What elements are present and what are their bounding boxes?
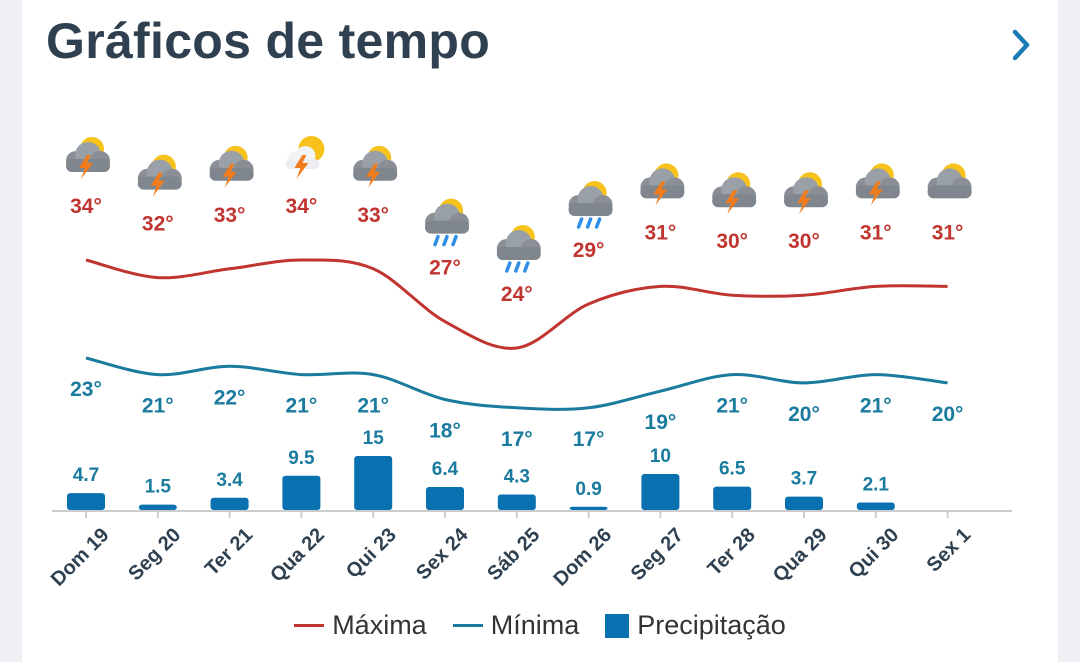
thunderstorm-sun-icon: [66, 137, 110, 179]
x-tick-label: Qua 29: [769, 524, 832, 587]
max-temp-label: 30°: [788, 230, 820, 253]
max-temp-line: [85, 258, 948, 350]
min-temp-label: 21°: [860, 395, 892, 418]
thunderstorm-sun-icon: [137, 154, 182, 197]
precip-label: 6.5: [719, 459, 746, 480]
legend-label-precip: Precipitação: [637, 610, 786, 640]
weather-chart-card: Gráficos de tempo 34° 23° 4.7 Dom 19 32° 21° 1…: [22, 0, 1058, 662]
x-tick-label: Qua 22: [266, 524, 329, 587]
rain-sun-icon: [425, 198, 469, 247]
legend-swatch-max: [294, 624, 325, 627]
partly-cloudy-thunder-icon: [285, 136, 325, 179]
x-tick-label: Ter 28: [704, 524, 760, 580]
precip-label: 15: [363, 428, 385, 449]
max-temp-label: 32°: [142, 213, 174, 236]
max-temp-label: 33°: [357, 204, 389, 227]
min-temp-label: 21°: [716, 395, 748, 418]
x-tick-label: Sáb 25: [483, 524, 544, 585]
min-temp-label: 23°: [70, 378, 102, 401]
max-temp-label: 34°: [286, 195, 318, 218]
x-tick-label: Seg 27: [627, 524, 688, 585]
min-temp-label: 21°: [286, 395, 318, 418]
thunderstorm-sun-icon: [855, 163, 900, 206]
page-title: Gráficos de tempo: [46, 13, 491, 69]
x-tick-label: Sex 24: [412, 523, 473, 584]
x-tick-label: Qui 23: [342, 524, 401, 583]
min-temp-label: 22°: [214, 386, 246, 409]
precip-bar: [856, 502, 895, 510]
rain-sun-icon: [496, 225, 541, 273]
legend-item-precip: Precipitação: [605, 610, 786, 641]
min-temp-label: 17°: [573, 428, 605, 451]
precip-bar: [138, 504, 177, 510]
legend-label-max: Máxima: [332, 610, 427, 640]
precip-label: 10: [650, 446, 671, 467]
precip-label: 4.7: [73, 465, 99, 486]
precip-bar: [785, 496, 823, 510]
x-tick-label: Dom 26: [549, 524, 616, 591]
x-tick-label: Qui 30: [845, 524, 904, 583]
max-temp-label: 27°: [429, 257, 461, 280]
min-temp-label: 18°: [429, 420, 461, 443]
precip-bar: [354, 456, 393, 510]
precip-bar: [641, 474, 680, 510]
min-temp-label: 21°: [142, 395, 174, 418]
precip-bar: [497, 494, 536, 510]
chevron-right-icon[interactable]: [1004, 28, 1038, 62]
x-tick-label: Dom 19: [47, 524, 114, 591]
cloudy-sun-icon: [927, 163, 972, 199]
min-temp-label: 20°: [932, 403, 964, 426]
thunderstorm-sun-icon: [209, 145, 254, 188]
legend-swatch-min: [452, 624, 483, 627]
min-temp-label: 17°: [501, 428, 533, 451]
max-temp-label: 30°: [716, 230, 748, 253]
min-temp-line: [85, 356, 948, 411]
thunderstorm-sun-icon: [784, 172, 828, 215]
precip-label: 0.9: [575, 479, 601, 500]
precip-label: 4.3: [504, 467, 530, 488]
precip-bar: [569, 506, 608, 510]
max-temp-label: 34°: [70, 195, 102, 218]
x-tick-label: Seg 20: [124, 524, 185, 585]
precip-label: 2.1: [863, 474, 890, 495]
precip-bar: [210, 497, 249, 510]
precip-label: 6.4: [432, 459, 459, 480]
max-temp-label: 31°: [932, 221, 964, 244]
min-temp-label: 19°: [645, 411, 677, 434]
legend-label-min: Mínima: [490, 610, 580, 640]
precip-label: 3.4: [216, 470, 243, 491]
chart-legend: Máxima Mínima Precipitação: [22, 610, 1058, 641]
max-temp-label: 29°: [573, 239, 605, 262]
max-temp-label: 31°: [645, 221, 677, 244]
precip-label: 3.7: [791, 469, 817, 490]
weather-chart: 34° 23° 4.7 Dom 19 32° 21° 1.5 Seg 20 33° 22° 3.4 T…: [47, 136, 1012, 591]
max-temp-label: 24°: [501, 283, 533, 306]
thunderstorm-sun-icon: [640, 163, 685, 206]
precip-bar: [713, 486, 752, 510]
min-temp-label: 21°: [357, 395, 389, 418]
rain-sun-icon: [568, 181, 613, 229]
max-temp-label: 31°: [860, 221, 892, 244]
legend-item-max: Máxima: [294, 610, 427, 641]
thunderstorm-sun-icon: [353, 145, 398, 188]
max-temp-label: 33°: [214, 204, 246, 227]
x-tick-label: Ter 21: [201, 524, 257, 580]
x-tick-label: Sex 1: [923, 524, 976, 577]
legend-swatch-precip: [605, 613, 630, 638]
precip-bar: [282, 475, 321, 510]
min-temp-label: 20°: [788, 403, 820, 426]
precip-label: 1.5: [145, 477, 172, 498]
thunderstorm-sun-icon: [712, 172, 757, 215]
precip-label: 9.5: [288, 448, 315, 469]
precip-bar: [426, 486, 464, 510]
precip-bar: [67, 493, 105, 510]
legend-item-min: Mínima: [452, 610, 580, 641]
